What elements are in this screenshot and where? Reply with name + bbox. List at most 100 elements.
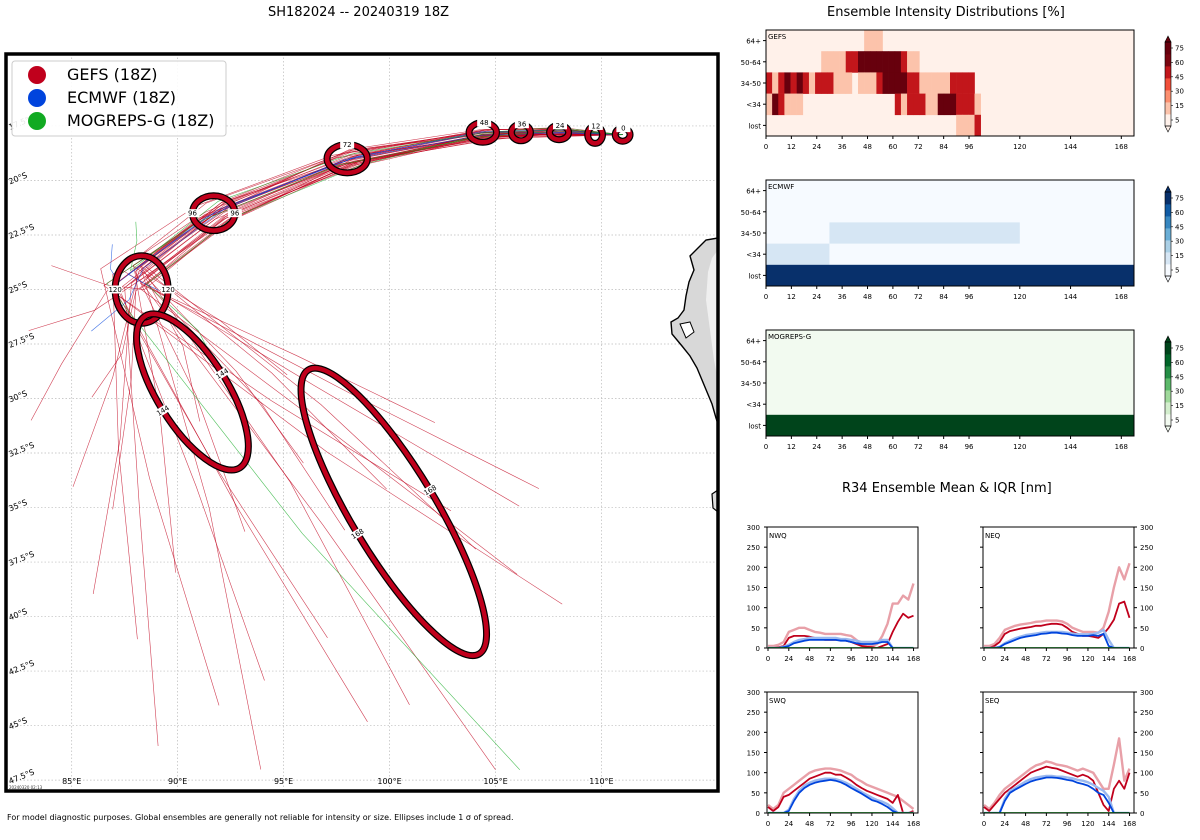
lat-tick-label: 20°S [7,171,28,187]
heatmap-cell [943,72,951,94]
r34-plot-area [768,583,915,648]
heatmap-gefs: GEFS 64+ 50-64 34-50 <34 lost 0 12 24 36 48 60 72 84 9… [741,29,1135,151]
heatmap-xtick-label: 60 [888,293,897,301]
ellipse-label-bg [340,140,355,149]
r34-ytick-label: 200 [747,729,760,737]
r34-xtick-label: 144 [1102,655,1116,663]
heatmap-xtick-label: 144 [1064,293,1078,301]
lat-tick-label: 40°S [7,607,28,623]
colorbar-segment [1165,264,1171,277]
coast-island [679,321,695,339]
heatmap-cell [907,93,914,116]
r34-series-line [768,639,914,648]
heatmap-cell [876,72,883,94]
heatmap-cell [925,93,932,116]
lon-tick-label: 85°E [62,777,81,786]
r34-ytick-label: 0 [756,810,760,818]
colorbar-tick-label: 5 [1175,267,1179,275]
r34-series-line [768,636,914,648]
legend-marker [28,89,46,107]
ellipse-label-bg [553,121,568,130]
heatmap-cell [808,72,816,94]
map-frame [4,52,720,793]
colorbar-segment [1165,366,1171,379]
gefs-track [124,134,623,747]
ellipse-label-bg [161,285,176,294]
heatmap-cell [919,72,926,94]
r34-ytick-label: 150 [1140,585,1153,593]
r34-ytick-label: 250 [1140,709,1153,717]
heatmap-cell [821,51,828,73]
heatmap-cell [900,93,908,116]
heatmap-xtick-label: 0 [764,143,768,151]
heatmap-cell [968,93,975,116]
r34-xtick-label: 24 [784,820,793,828]
heatmap-xtick-label: 120 [1013,293,1026,301]
heatmap-row-label: 50-64 [741,359,762,367]
colorbar-tick-label: 15 [1175,102,1184,110]
heatmap-row-label: 64+ [746,188,761,196]
r34-xtick-label: 168 [1123,820,1136,828]
colorbar-segment [1165,42,1171,55]
colorbar-segment [1165,114,1171,127]
heatmap-xtick-label: 96 [965,293,974,301]
colorbar-bottom-arrow [1164,425,1172,433]
heatmap-cell [900,72,908,94]
colorbar-tick-label: 5 [1175,417,1179,425]
r34-xtick-label: 96 [847,655,856,663]
heatmap-ecmwf: ECMWF 64+ 50-64 34-50 <34 lost 0 12 24 36 48 60 72 84… [741,179,1135,301]
colorbar-top-arrow [1164,335,1172,343]
heatmap-cell [937,93,945,116]
heatmap-xtick-label: 60 [888,443,897,451]
colorbar-tick-label: 30 [1175,238,1184,246]
colorbar-tick-label: 45 [1175,373,1184,381]
colorbar-segment [1165,414,1171,427]
heatmap-row-label: 50-64 [741,59,762,67]
heatmap-xtick-label: 24 [812,293,821,301]
colorbar-mogreps-g: 5 15 30 45 60 75 [1164,335,1184,433]
heatmap-cell [778,93,785,116]
heatmap-cell [870,51,877,73]
r34-xtick-label: 120 [865,820,878,828]
r34-plot-area [983,737,1131,813]
colorbar-ecmwf: 5 15 30 45 60 75 [1164,185,1184,283]
heatmap-cell [956,93,963,116]
r34-title: R34 Ensemble Mean & IQR [nm] [842,481,1052,496]
heatmap-xtick-label: 36 [838,143,847,151]
r34-ytick-label: 50 [1140,790,1149,798]
ellipse-label-bg [477,118,492,127]
heatmap-cell [968,114,975,137]
colorbar-tick-label: 15 [1175,402,1184,410]
r34-xtick-label: 168 [907,655,920,663]
heatmap-cell [894,51,902,73]
r34-ytick-label: 50 [1140,625,1149,633]
r34-xtick-label: 24 [784,655,793,663]
colorbar-tick-label: 5 [1175,117,1179,125]
heatmap-cell [766,414,1134,436]
heatmap-row-label: <34 [746,401,761,409]
heatmap-xtick-label: 120 [1013,143,1026,151]
r34-xtick-label: 120 [1081,655,1094,663]
heatmap-cell [962,72,969,94]
heatmap-row-label: lost [748,122,761,130]
heatmap-cell [907,72,914,94]
heatmap-cell [919,93,926,116]
heatmap-xtick-label: 84 [939,293,948,301]
heatmap-cell [888,51,896,73]
heatmap-row-label: <34 [746,101,761,109]
ellipse-label-bg [227,209,242,218]
heatmap-cell [821,72,828,94]
r34-xtick-label: 72 [1042,820,1051,828]
r34-xtick-label: 48 [805,655,814,663]
heatmap-cell [864,72,871,94]
r34-xtick-label: 120 [865,655,878,663]
heatmap-xtick-label: 72 [914,443,923,451]
r34-xtick-label: 48 [1021,820,1030,828]
ellipse-label: 72 [343,141,352,149]
heatmap-cell [827,72,834,94]
r34-xtick-label: 72 [826,655,835,663]
r34-xtick-label: 72 [826,820,835,828]
heatmap-row-label: 50-64 [741,209,762,217]
r34-xtick-label: 48 [805,820,814,828]
